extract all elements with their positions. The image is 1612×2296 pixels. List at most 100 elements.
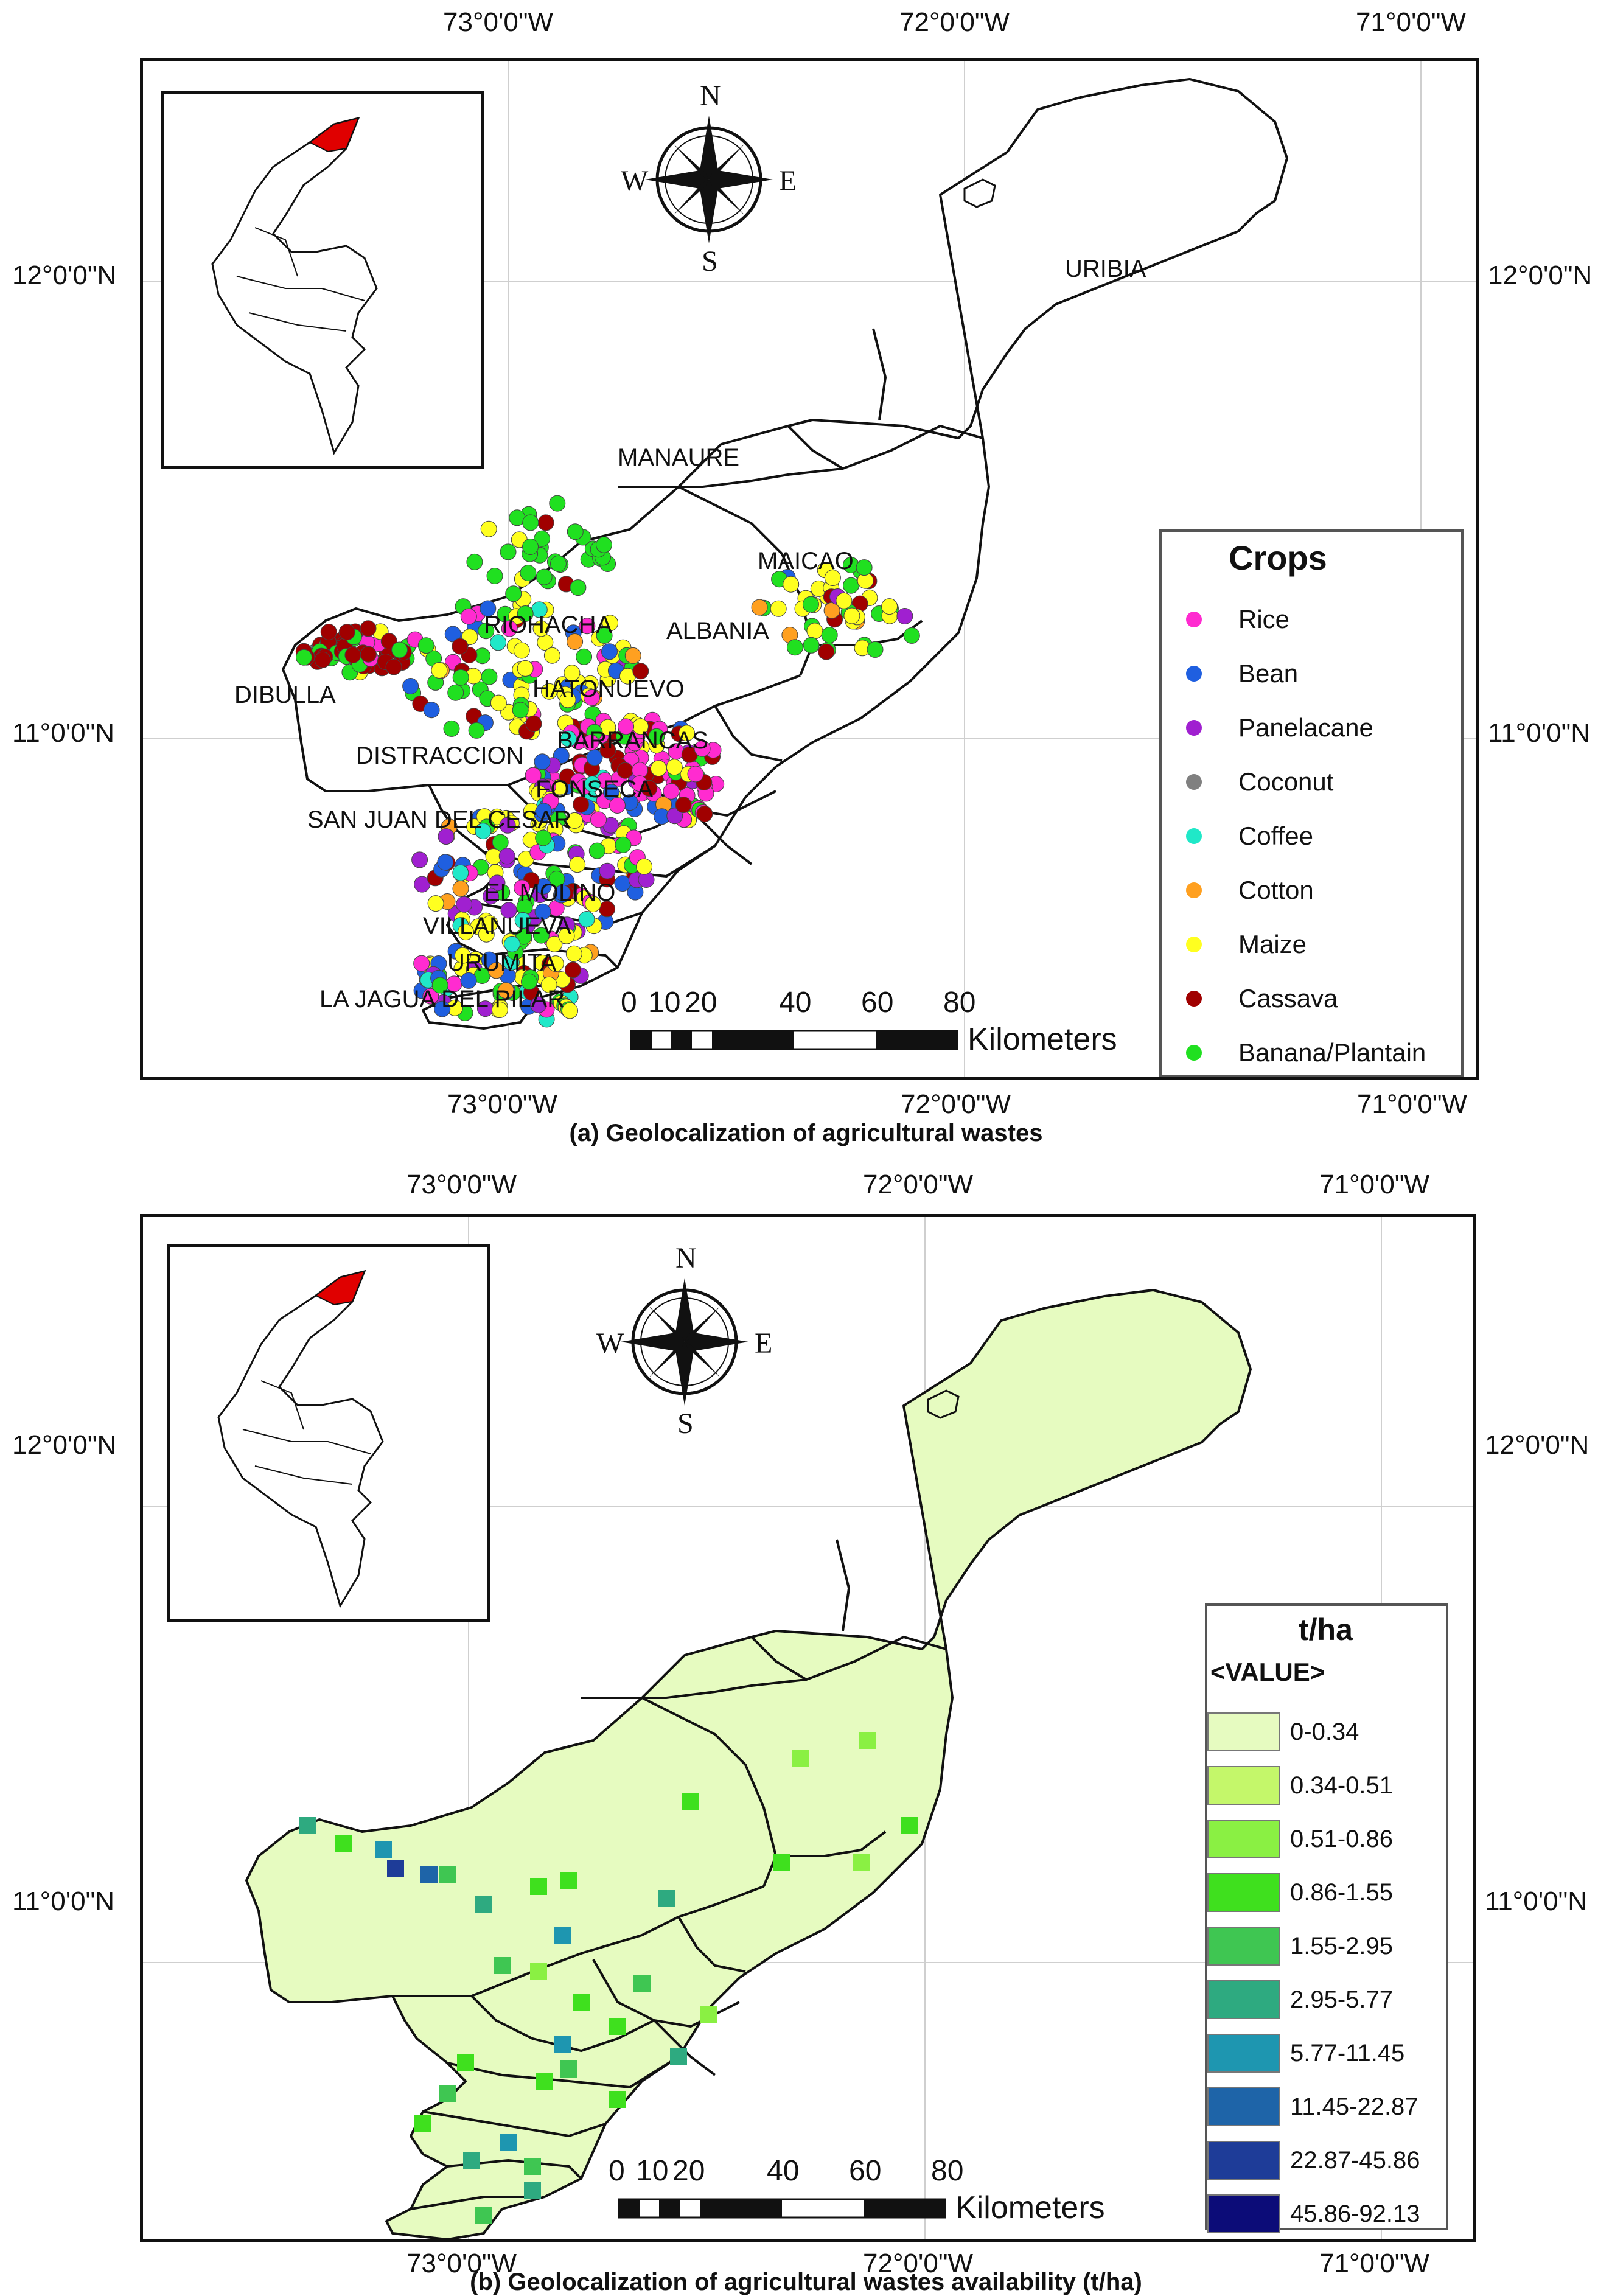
crop-point [344, 647, 361, 663]
crop-point [903, 627, 920, 644]
lat-label-left: 11°0'0"N [12, 718, 115, 748]
crop-point [492, 834, 509, 851]
crop-point [751, 599, 768, 616]
crop-point [402, 678, 419, 694]
crop-point [532, 927, 550, 944]
legend-item-label: Coconut [1238, 767, 1334, 796]
crop-point [490, 634, 507, 651]
crop-point [694, 740, 711, 757]
crop-point [573, 796, 590, 813]
scale-tick-label: 80 [943, 986, 976, 1019]
lat-label-left: 11°0'0"N [12, 1886, 115, 1916]
legend-swatch [1207, 1712, 1280, 1751]
legend-subtitle: <VALUE> [1210, 1658, 1325, 1686]
crop-point [447, 684, 464, 701]
crop-point [570, 579, 587, 596]
legend-swatch [1207, 2034, 1280, 2073]
colombia-inset-b [217, 1269, 384, 1608]
crop-point [547, 955, 564, 972]
legend-item-label: Banana/Plantain [1238, 1038, 1426, 1067]
municipality-label: MAICAO [758, 548, 854, 574]
legend-class-label: 1.55-2.95 [1290, 1932, 1394, 1959]
crop-point [836, 592, 853, 609]
legend-item-label: Bean [1238, 659, 1299, 688]
crop-point [525, 767, 542, 784]
crop-point [824, 570, 841, 586]
crop-point [314, 651, 331, 668]
crop-point [663, 783, 680, 800]
value-legend: t/ha <VALUE> 0-0.34 0.34-0.51 0.51-0.86 0.8… [1205, 1603, 1448, 2233]
availability-cell [853, 1854, 870, 1871]
crop-point [512, 702, 529, 719]
lon-label-bottom: 71°0'0"W [1357, 1089, 1468, 1119]
lat-label-left: 12°0'0"N [12, 1430, 117, 1460]
legend-item: Coffee [1186, 822, 1313, 851]
crop-point [443, 720, 460, 737]
crop-point [515, 928, 532, 945]
island-a [963, 178, 996, 208]
inset-map-a [161, 91, 484, 469]
panel-a: 73°0'0"W 72°0'0"W 71°0'0"W 12°0'0"N 11°0… [12, 7, 1592, 1146]
crop-point [522, 514, 539, 531]
crop-point [454, 947, 471, 964]
crop-point [499, 817, 516, 834]
availability-cell [633, 1975, 651, 1992]
crop-point [783, 576, 800, 593]
crop-point [584, 689, 600, 706]
availability-hotspots-b [299, 1732, 918, 2224]
map-canvas-a [143, 61, 1476, 1077]
crop-point [615, 836, 632, 853]
legend-item: Banana/Plantain [1186, 1038, 1426, 1067]
scale-bar-a: 0 10 20 40 60 80 Kilometers [621, 986, 1178, 1065]
lat-label-right: 12°0'0"N [1485, 1430, 1589, 1460]
legend-swatch [1207, 1927, 1280, 1966]
map-canvas-b [143, 1217, 1473, 2239]
crop-point [576, 648, 593, 665]
crop-point [505, 585, 522, 602]
availability-cell [554, 1927, 571, 1944]
crop-point [534, 903, 551, 920]
crop-point [560, 730, 577, 747]
crop-point [514, 912, 531, 929]
legend-swatch [1207, 1820, 1280, 1858]
crop-point [806, 623, 823, 640]
crop-point [786, 639, 803, 656]
crop-point [513, 642, 530, 659]
crop-point [599, 742, 616, 759]
availability-cell [439, 2085, 456, 2102]
panel-b: 73°0'0"W 72°0'0"W 71°0'0"W 12°0'0"N 11°0… [0, 1162, 1612, 2295]
crop-point [534, 753, 551, 770]
crop-point [896, 608, 913, 624]
crop-point [618, 718, 635, 735]
crop-point [478, 623, 495, 640]
crop-point [481, 915, 498, 932]
crop-point [601, 643, 618, 660]
crop-point [803, 637, 820, 654]
crop-point [881, 598, 898, 615]
legend-class-label: 2.95-5.77 [1290, 1986, 1394, 2013]
crop-point [596, 627, 613, 644]
availability-cell [792, 1750, 809, 1767]
crop-point [431, 662, 448, 679]
compass-w-label: W [596, 1327, 624, 1359]
crop-point [550, 555, 567, 572]
crop-point [530, 996, 547, 1013]
crop-point [582, 734, 599, 751]
crop-point [650, 760, 667, 777]
crop-point [696, 806, 713, 822]
availability-cell [554, 2036, 571, 2053]
legend-item-label: Maize [1238, 930, 1307, 958]
legend-item: Coconut [1186, 767, 1333, 797]
crop-point [579, 618, 596, 635]
legend-item: Bean [1186, 659, 1298, 688]
crop-point [675, 797, 692, 814]
crop-point [565, 945, 582, 962]
legend-swatch [1207, 2194, 1280, 2233]
availability-cell [859, 1732, 876, 1749]
crop-point [537, 514, 554, 531]
inset-map-b [167, 1244, 490, 1622]
municipality-label: HATONUEVO [532, 675, 685, 702]
legend-swatch [1207, 1980, 1280, 2019]
legend-class: 0.51-0.86 [1207, 1820, 1393, 1858]
crop-point [564, 961, 581, 979]
